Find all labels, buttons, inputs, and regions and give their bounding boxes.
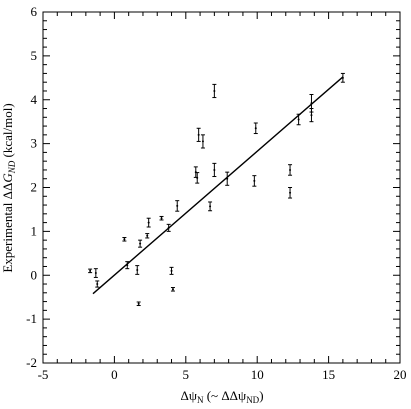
point-marker [123,238,126,241]
point-marker [209,205,212,208]
data-points [88,72,345,307]
data-point [135,265,140,275]
data-point [195,172,200,184]
point-marker [139,242,142,245]
plot-frame [42,11,401,364]
x-axis-label-paren-open: (~ ΔΔψ [203,388,246,403]
point-marker [289,168,292,171]
data-point [93,268,98,278]
data-point [200,134,205,149]
point-marker [253,179,256,182]
data-point [166,223,171,232]
point-marker [147,221,150,224]
point-marker [197,133,200,136]
data-point [125,261,130,270]
data-point [138,239,143,248]
point-marker [254,127,257,130]
x-axis-label-symbol: Δψ [180,388,197,403]
data-point [169,266,174,275]
point-marker [289,191,292,194]
tick-labels: -5 0 5 10 15 20 -2 -1 0 1 2 3 4 5 6 [26,4,406,382]
y-tick-label: 1 [31,223,38,238]
point-marker [341,76,344,79]
x-tick-label: 15 [322,367,335,382]
data-point [212,83,217,99]
point-marker [167,226,170,229]
data-point [196,127,201,142]
point-marker [310,102,313,105]
data-point [253,122,258,135]
data-point [225,171,230,186]
point-marker [94,272,97,275]
point-marker [160,217,163,220]
x-tick-label: 5 [183,367,190,382]
y-tick-label: 6 [31,4,38,19]
point-marker [96,283,99,286]
data-point [309,93,314,113]
x-tick-label: -5 [38,367,49,382]
data-point [296,113,301,126]
y-axis-label-sub: ND [7,160,17,174]
y-tick-label: 2 [31,180,38,195]
data-point [252,175,257,187]
data-point [159,215,164,221]
data-point [122,237,127,242]
data-point [340,72,345,83]
x-axis-label-sub: N [197,395,204,405]
x-tick-label: 20 [394,367,407,382]
data-point [175,200,180,212]
data-point [288,187,293,199]
data-point [136,301,141,307]
data-point [95,280,100,288]
x-axis-label-paren-sub: ND [246,395,259,405]
data-point [145,233,150,239]
x-tick-label: 10 [251,367,264,382]
x-axis-label: ΔψN (~ ΔΔψND) [180,388,263,405]
point-marker [201,140,204,143]
point-marker [126,264,129,267]
data-point [146,217,151,228]
data-point [208,201,213,212]
y-tick-label: 0 [31,267,38,282]
point-marker [226,177,229,180]
point-marker [310,114,313,117]
point-marker [170,269,173,272]
y-tick-label: 4 [31,92,38,107]
point-marker [196,176,199,179]
data-point [88,268,93,274]
y-axis-label-prefix: Experimental ΔΔ [0,183,15,273]
data-point [170,287,175,292]
point-marker [297,118,300,121]
y-tick-label: 5 [31,48,38,63]
y-axis-label: Experimental ΔΔGND (kcal/mol) [0,103,17,272]
axis-ticks [42,11,401,364]
point-marker [136,268,139,271]
x-axis-label-paren-close: ) [259,388,263,403]
point-marker [213,168,216,171]
y-tick-label: 3 [31,136,38,151]
point-marker [213,89,216,92]
y-axis-label-unit: (kcal/mol) [0,103,15,160]
point-marker [137,302,140,305]
point-marker [171,288,174,291]
data-point [288,164,293,176]
y-tick-label: -1 [26,311,37,326]
point-marker [89,269,92,272]
point-marker [176,204,179,207]
y-tick-label: -2 [26,355,37,370]
x-tick-label: 0 [111,367,118,382]
point-marker [146,234,149,237]
data-point [212,162,217,178]
y-axis-label-symbol: G [0,173,15,183]
regression-line [92,76,344,295]
